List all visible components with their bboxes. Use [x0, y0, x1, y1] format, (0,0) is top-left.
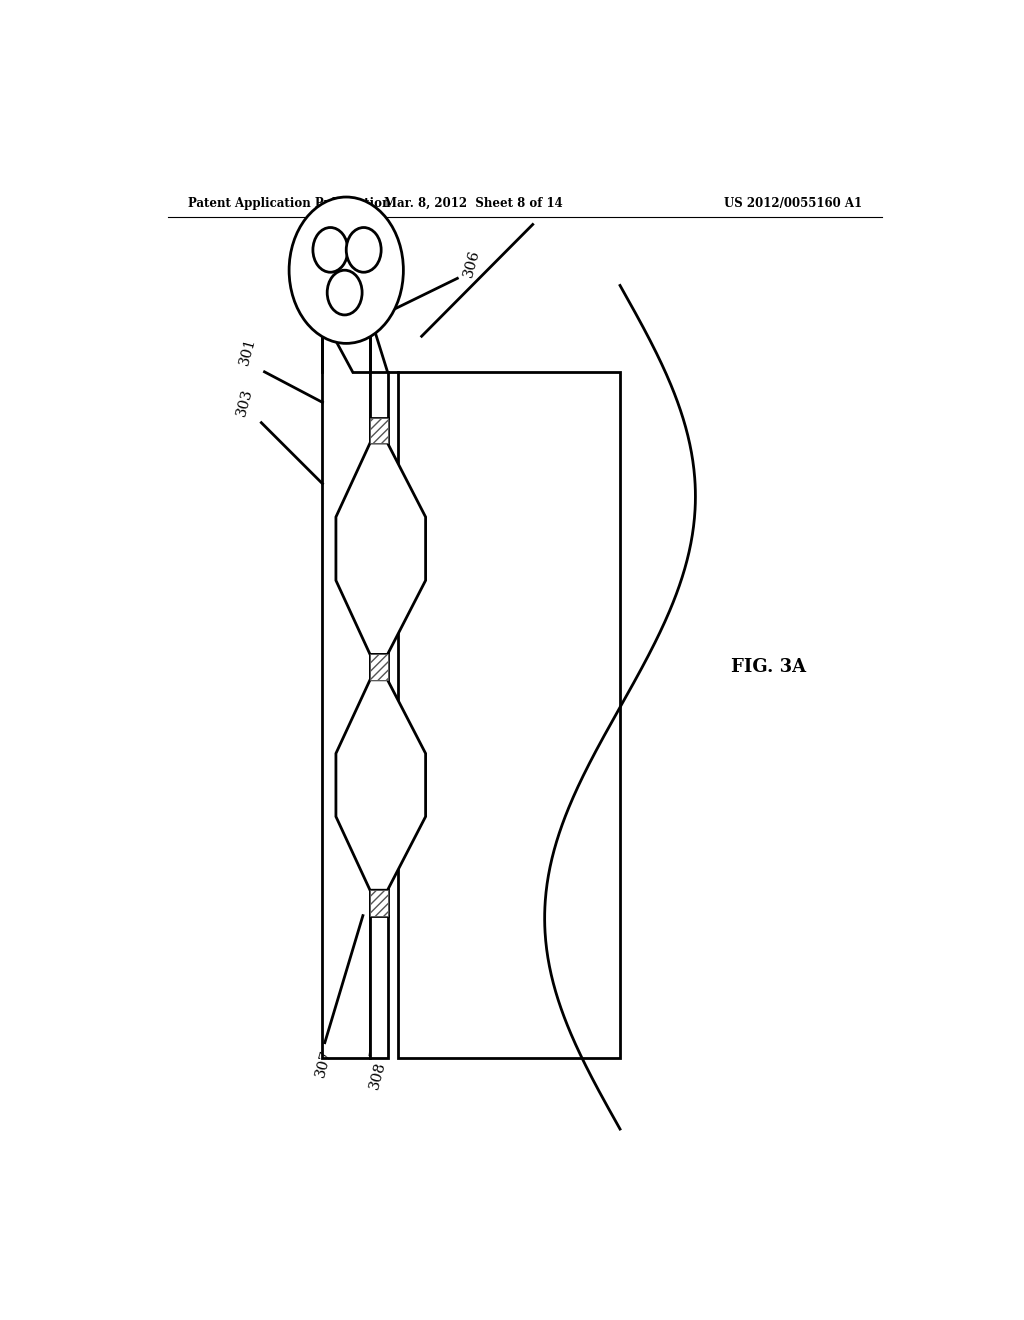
Bar [370, 417, 387, 916]
Text: Patent Application Publication: Patent Application Publication [187, 197, 390, 210]
Bar [370, 916, 387, 1057]
Text: 307: 307 [313, 1048, 334, 1078]
Text: US 2012/0055160 A1: US 2012/0055160 A1 [724, 197, 862, 210]
Text: 301: 301 [238, 337, 258, 367]
Text: 303: 303 [234, 387, 255, 417]
Polygon shape [336, 680, 426, 890]
Bar [370, 890, 387, 916]
Text: 308: 308 [368, 1060, 388, 1090]
Text: 306: 306 [461, 248, 482, 279]
Bar [397, 372, 620, 1057]
Circle shape [328, 271, 362, 315]
Bar [323, 315, 370, 1057]
Text: Mar. 8, 2012  Sheet 8 of 14: Mar. 8, 2012 Sheet 8 of 14 [384, 197, 562, 210]
Circle shape [346, 227, 381, 272]
Bar [370, 372, 387, 417]
Bar [370, 655, 387, 680]
Polygon shape [336, 444, 426, 655]
Circle shape [313, 227, 348, 272]
Circle shape [289, 197, 403, 343]
Bar [370, 417, 387, 444]
Text: FIG. 3A: FIG. 3A [731, 657, 806, 676]
